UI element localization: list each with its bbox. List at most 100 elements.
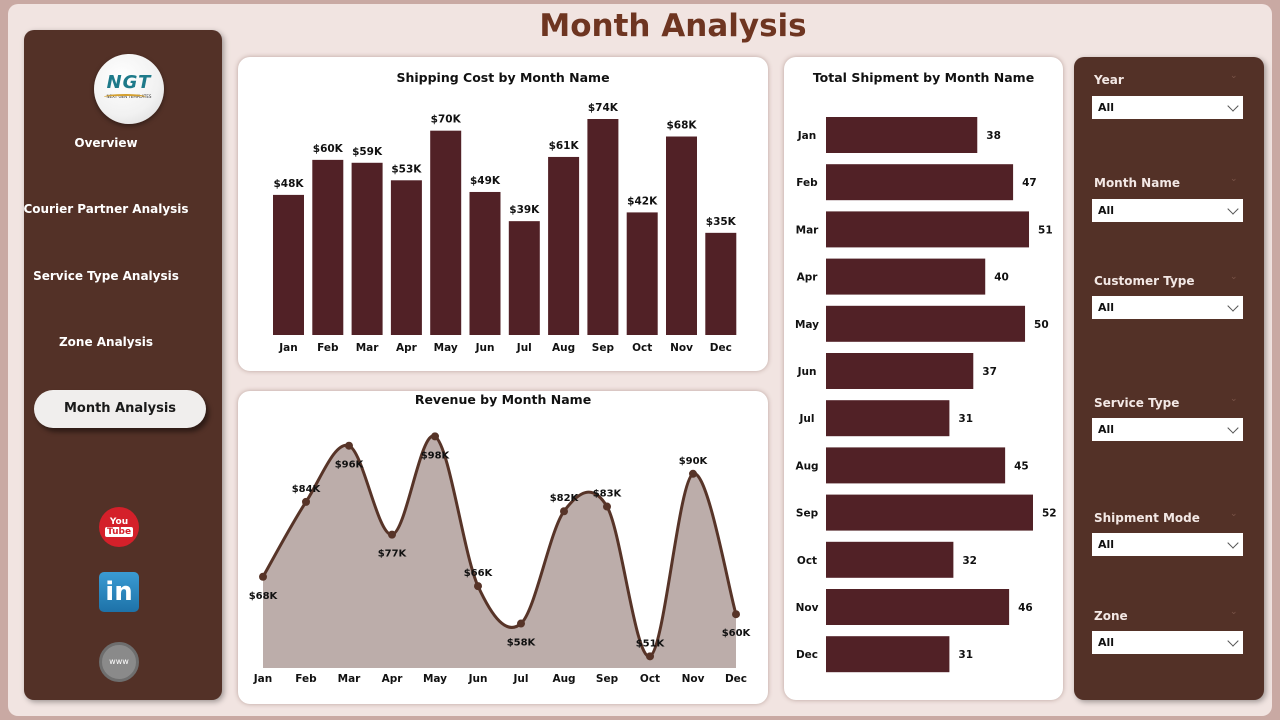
total-shipment-bar [826,541,954,578]
shipping-cost-data-label: $74K [588,102,619,114]
shipping-cost-data-label: $39K [509,204,540,216]
filter-year-dropdown[interactable]: All [1092,96,1243,119]
total-shipment-data-label: 51 [1038,224,1053,236]
revenue-data-label: $90K [679,456,709,467]
filter-service-type-dropdown[interactable]: All [1092,418,1243,441]
total-shipment-bar [826,258,986,295]
filter-service-type-collapse-icon[interactable]: ⌄ [1230,394,1238,404]
y-axis-tick-label: May [795,319,819,331]
total-shipment-data-label: 47 [1022,177,1037,189]
filter-month-label: Month Name [1094,176,1180,190]
filter-customer-type-label: Customer Type [1094,274,1195,288]
shipping-cost-data-label: $70K [431,114,462,126]
x-axis-tick-label: Aug [552,342,575,354]
revenue-data-label: $51K [636,638,666,649]
filter-service-type-value: All [1098,423,1115,436]
shipping-cost-bar [273,194,304,335]
total-shipment-data-label: 32 [962,555,977,567]
total-shipment-bar [826,117,978,153]
shipping-cost-data-label: $61K [549,140,580,152]
shipping-cost-chart-title: Shipping Cost by Month Name [396,70,610,85]
filter-zone-label: Zone [1094,609,1128,623]
chevron-down-icon [1227,537,1239,549]
ngt-logo[interactable]: NGT NEXT GEN TEMPLATES [94,54,164,124]
filter-shipment-mode-dropdown[interactable]: All [1092,533,1243,556]
nav-service-type-analysis[interactable]: Service Type Analysis [33,269,179,283]
nav-month-analysis-active[interactable]: Month Analysis [34,390,206,428]
x-axis-tick-label: Dec [710,342,732,354]
total-shipment-data-label: 38 [986,130,1001,142]
x-axis-tick-label: Jun [468,673,488,685]
filter-month-dropdown[interactable]: All [1092,199,1243,222]
x-axis-tick-label: Sep [596,673,619,685]
youtube-icon[interactable]: You Tube [99,507,139,547]
revenue-data-label: $82K [550,493,580,504]
filter-customer-type-dropdown[interactable]: All [1092,296,1243,319]
revenue-chart: $68K Jan $84K Feb $96K Mar $77K Apr $98K May $66K J… [249,432,752,685]
filter-service-type-label: Service Type [1094,396,1180,410]
nav-overview[interactable]: Overview [74,136,138,150]
filter-zone-value: All [1098,636,1115,649]
revenue-data-label: $60K [722,628,752,639]
y-axis-tick-label: Dec [796,649,818,661]
total-shipment-bar [826,353,974,389]
revenue-data-point [431,432,439,441]
shipping-cost-data-label: $68K [666,120,697,132]
total-shipment-bar [826,305,1026,342]
shipping-cost-data-label: $60K [313,143,344,155]
x-axis-tick-label: Mar [338,673,362,685]
total-shipment-chart-card: Total Shipment by Month Name Jan 38 Feb 47 M… [784,57,1063,700]
shipping-cost-chart-card: Shipping Cost by Month Name $48K Jan $60K F… [238,57,768,371]
shipping-cost-bar [587,119,619,335]
logo-swoosh-icon [104,94,146,100]
linkedin-icon[interactable]: in [99,572,139,612]
revenue-data-point [732,610,740,619]
revenue-chart-title: Revenue by Month Name [414,392,592,407]
revenue-data-point [646,652,654,661]
x-axis-tick-label: Oct [632,342,652,354]
revenue-data-label: $68K [249,591,279,602]
revenue-data-point [474,582,482,591]
total-shipment-data-label: 40 [994,272,1009,284]
shipping-cost-data-label: $35K [706,216,737,228]
shipping-cost-chart: $48K Jan $60K Feb $59K Mar $53K Apr $70K May $49K J… [273,102,737,354]
chevron-down-icon [1227,203,1239,215]
total-shipment-data-label: 31 [958,413,973,425]
total-shipment-bar [826,400,950,437]
y-axis-tick-label: Jan [797,130,816,142]
revenue-data-point [345,441,353,450]
shipping-cost-bar [705,232,737,335]
nav-courier-partner-analysis[interactable]: Courier Partner Analysis [23,202,189,216]
x-axis-tick-label: May [423,673,447,685]
filter-month-collapse-icon[interactable]: ⌄ [1230,174,1238,184]
filter-zone-collapse-icon[interactable]: ⌄ [1230,607,1238,617]
x-axis-tick-label: Dec [725,673,747,685]
filter-shipment-mode-collapse-icon[interactable]: ⌄ [1230,509,1238,519]
filter-customer-type-collapse-icon[interactable]: ⌄ [1230,272,1238,282]
shipping-cost-bar [626,212,658,335]
x-axis-tick-label: Jan [278,342,297,354]
x-axis-tick-label: Jul [516,342,532,354]
chevron-down-icon [1227,300,1239,312]
nav-zone-analysis[interactable]: Zone Analysis [58,335,154,349]
filter-zone-dropdown[interactable]: All [1092,631,1243,654]
x-axis-tick-label: Jun [475,342,495,354]
shipping-cost-data-label: $59K [352,146,383,158]
total-shipment-bar [826,636,950,673]
revenue-data-point [259,572,267,581]
total-shipment-data-label: 31 [958,649,973,661]
filter-customer-type-value: All [1098,301,1115,314]
y-axis-tick-label: Jun [797,366,817,378]
website-globe-icon[interactable]: www [99,642,139,682]
revenue-data-point [302,497,310,506]
filter-year-collapse-icon[interactable]: ⌄ [1230,71,1238,81]
revenue-data-label: $96K [335,460,365,471]
revenue-data-label: $58K [507,638,537,649]
total-shipment-bar [826,211,1030,248]
shipping-cost-bar [351,162,383,335]
total-shipment-bar [826,164,1014,201]
logo-text: NGT [106,72,152,93]
filter-month-value: All [1098,204,1115,217]
total-shipment-chart-title: Total Shipment by Month Name [812,70,1035,85]
revenue-data-point [560,507,568,516]
